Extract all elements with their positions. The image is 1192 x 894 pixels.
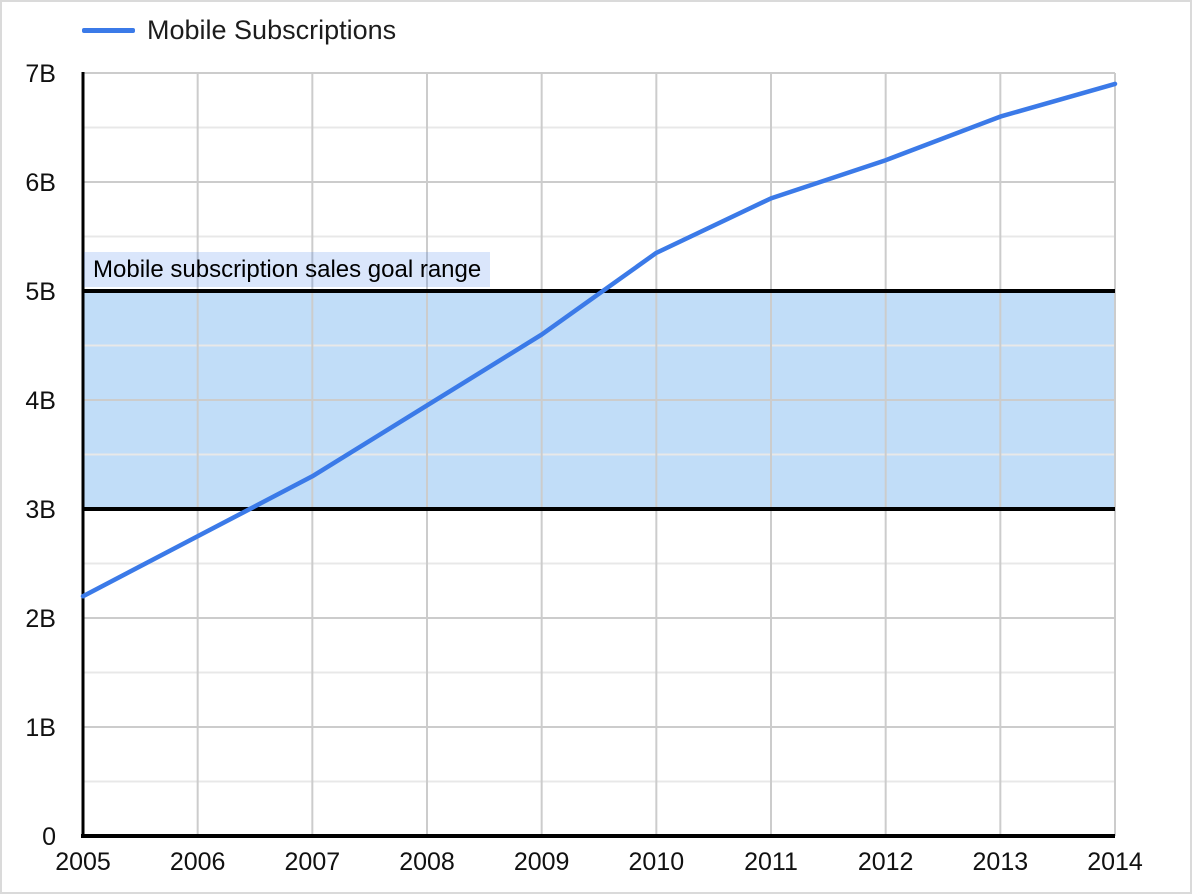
y-tick-label: 4B bbox=[25, 387, 56, 415]
x-tick-label: 2012 bbox=[858, 848, 914, 876]
y-tick-label: 3B bbox=[25, 496, 56, 524]
x-tick-label: 2006 bbox=[170, 848, 226, 876]
x-tick-label: 2011 bbox=[744, 848, 798, 876]
y-tick-label: 7B bbox=[25, 60, 56, 88]
x-tick-label: 2007 bbox=[285, 848, 341, 876]
legend: Mobile Subscriptions bbox=[82, 14, 396, 46]
x-tick-label: 2008 bbox=[399, 848, 455, 876]
x-tick-label: 2013 bbox=[973, 848, 1029, 876]
y-tick-label: 2B bbox=[25, 605, 56, 633]
y-tick-label: 1B bbox=[25, 714, 56, 742]
legend-label: Mobile Subscriptions bbox=[147, 14, 397, 45]
x-tick-label: 2014 bbox=[1087, 848, 1143, 876]
y-tick-label: 5B bbox=[25, 278, 56, 306]
goal-range-label: Mobile subscription sales goal range bbox=[84, 252, 491, 287]
x-tick-label: 2009 bbox=[514, 848, 570, 876]
legend-line-swatch bbox=[82, 27, 135, 33]
series-line bbox=[80, 81, 1118, 599]
x-tick-label: 2010 bbox=[629, 848, 685, 876]
y-tick-label: 6B bbox=[25, 169, 56, 197]
x-tick-label: 2005 bbox=[55, 848, 111, 876]
y-tick-label: 0 bbox=[42, 823, 56, 851]
